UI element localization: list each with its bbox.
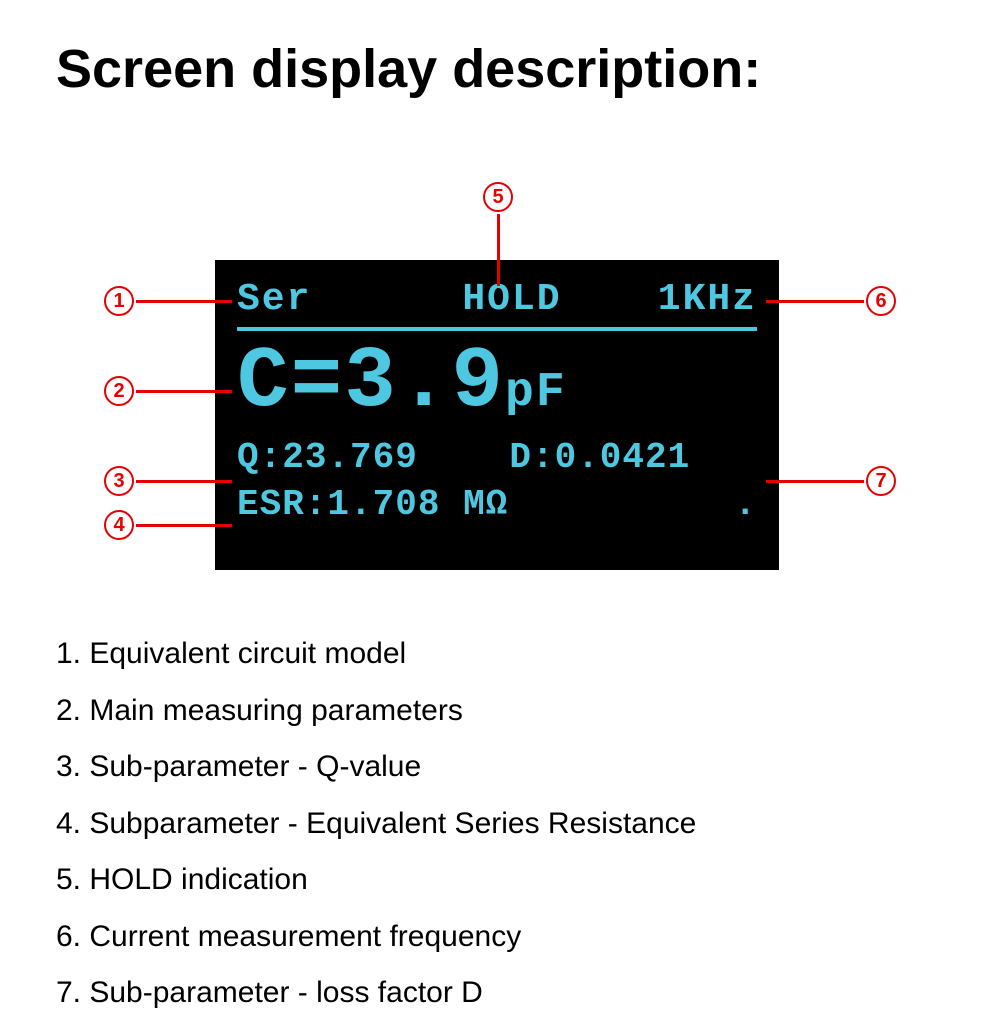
callout-line-2	[136, 390, 232, 393]
q-label: Q:	[237, 437, 282, 478]
legend-item-5: 5. HOLD indication	[56, 854, 696, 907]
callout-line-1	[136, 300, 232, 303]
callout-line-7	[766, 480, 864, 483]
screen-row-esr: ESR:1.708 MΩ .	[237, 484, 757, 525]
callout-line-5	[497, 214, 500, 286]
callout-2: 2	[104, 376, 134, 406]
lcd-screen: Ser HOLD 1KHz C=3.9pF Q:23.769 D:0.0421 …	[215, 260, 779, 570]
frequency: 1KHz	[594, 278, 757, 321]
page-title: Screen display description:	[56, 38, 761, 100]
callout-1: 1	[104, 286, 134, 316]
q-value: Q:23.769	[237, 437, 509, 478]
callout-5: 5	[483, 182, 513, 212]
circuit-model: Ser	[237, 278, 400, 321]
callout-6: 6	[866, 286, 896, 316]
d-label: D:	[509, 437, 554, 478]
legend-item-2: 2. Main measuring parameters	[56, 685, 696, 738]
esr-label: ESR:	[237, 484, 327, 525]
callout-3: 3	[104, 466, 134, 496]
param-symbol: C	[237, 333, 291, 431]
d-value: D:0.0421	[509, 437, 757, 478]
legend-item-6: 6. Current measurement frequency	[56, 911, 696, 964]
equals: =	[291, 333, 345, 431]
dot-indicator: .	[734, 484, 757, 525]
legend-item-1: 1. Equivalent circuit model	[56, 628, 696, 681]
divider	[237, 327, 757, 331]
callout-line-4	[136, 524, 232, 527]
legend-list: 1. Equivalent circuit model 2. Main meas…	[56, 628, 696, 1024]
d-number: 0.0421	[555, 437, 691, 478]
callout-4: 4	[104, 510, 134, 540]
diagram-area: Ser HOLD 1KHz C=3.9pF Q:23.769 D:0.0421 …	[0, 140, 1000, 620]
esr-number: 1.708	[327, 484, 440, 525]
main-unit: pF	[505, 366, 567, 420]
esr-unit: MΩ	[463, 484, 508, 525]
callout-line-3	[136, 480, 232, 483]
screen-row-qd: Q:23.769 D:0.0421	[237, 437, 757, 478]
callout-7: 7	[866, 466, 896, 496]
main-value: 3.9	[344, 333, 505, 431]
esr-value: ESR:1.708 MΩ	[237, 484, 508, 525]
legend-item-3: 3. Sub-parameter - Q-value	[56, 741, 696, 794]
legend-item-7: 7. Sub-parameter - loss factor D	[56, 967, 696, 1020]
main-measurement: C=3.9pF	[237, 339, 757, 425]
q-number: 23.769	[282, 437, 418, 478]
legend-item-4: 4. Subparameter - Equivalent Series Resi…	[56, 798, 696, 851]
callout-line-6	[766, 300, 864, 303]
